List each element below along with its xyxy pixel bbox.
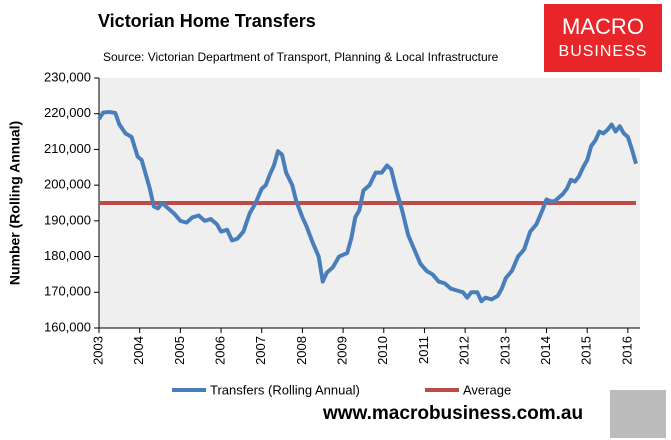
series-line xyxy=(97,109,638,304)
logo-text: BUSINESS xyxy=(559,43,648,60)
x-tick-label: 2016 xyxy=(619,336,634,365)
x-tick-label: 2011 xyxy=(416,336,431,364)
x-tick-label: 2004 xyxy=(131,336,146,365)
y-tick-label: 220,000 xyxy=(44,105,91,120)
legend-label: Transfers (Rolling Annual) xyxy=(210,382,360,397)
logo-text: MACRO xyxy=(562,14,644,39)
y-tick-label: 170,000 xyxy=(44,284,91,299)
wolf-logo xyxy=(610,390,666,438)
x-tick-label: 2005 xyxy=(172,336,187,365)
x-tick-label: 2008 xyxy=(294,336,309,365)
x-tick-label: 2015 xyxy=(579,336,594,365)
x-tick-label: 2010 xyxy=(375,336,390,365)
x-tick-label: 2006 xyxy=(212,336,227,365)
y-tick-label: 200,000 xyxy=(44,177,91,192)
x-tick-label: 2012 xyxy=(457,336,472,365)
y-tick-label: 160,000 xyxy=(44,319,91,334)
chart-subtitle: Source: Victorian Department of Transpor… xyxy=(103,50,499,64)
y-tick-label: 190,000 xyxy=(44,212,91,227)
footer-url: www.macrobusiness.com.au xyxy=(322,403,583,424)
legend-label: Average xyxy=(463,382,511,397)
y-tick-label: 210,000 xyxy=(44,141,91,156)
x-tick-label: 2003 xyxy=(90,336,105,365)
x-tick-label: 2014 xyxy=(538,336,553,365)
y-tick-label: 230,000 xyxy=(44,69,91,84)
x-tick-label: 2009 xyxy=(335,336,350,365)
y-axis-label: Number (Rolling Annual) xyxy=(7,121,23,285)
x-tick-label: 2013 xyxy=(497,336,512,365)
logo-box xyxy=(544,4,662,72)
x-tick-label: 2007 xyxy=(253,336,268,365)
y-tick-label: 180,000 xyxy=(44,248,91,263)
chart-title: Victorian Home Transfers xyxy=(98,11,316,31)
